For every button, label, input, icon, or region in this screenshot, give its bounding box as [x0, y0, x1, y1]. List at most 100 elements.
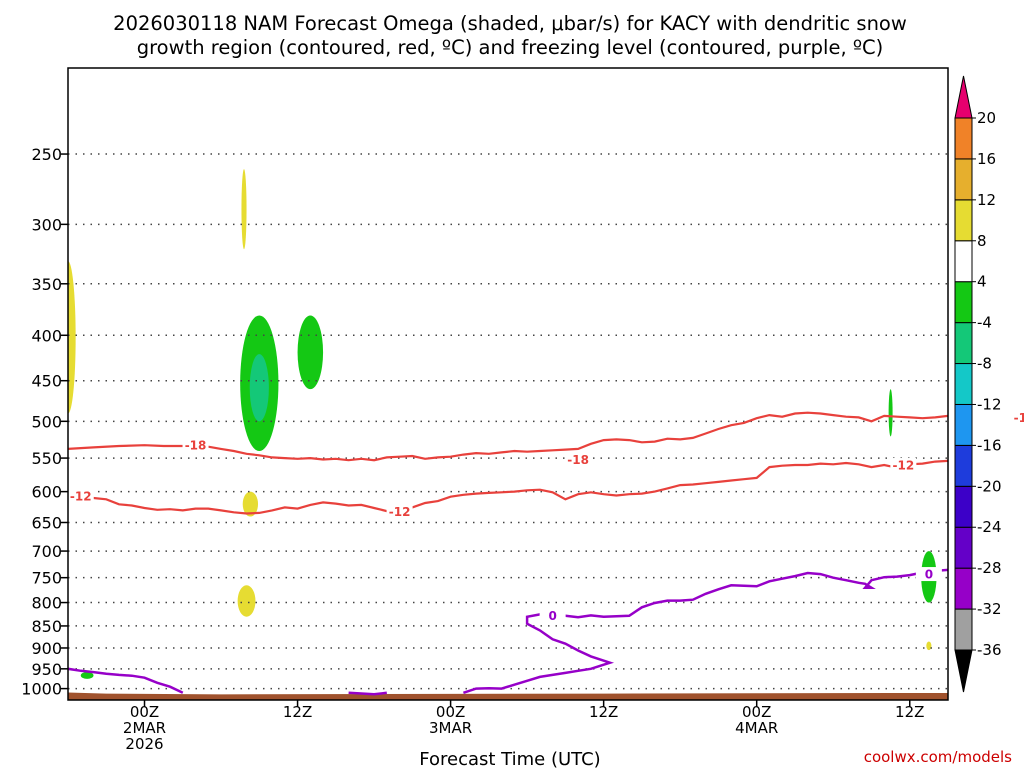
omega-region [241, 169, 247, 250]
y-tick-label: 650 [31, 513, 62, 532]
colorbar-swatch [954, 363, 973, 405]
y-tick-label: 450 [31, 372, 62, 391]
pressure-gridlines [68, 153, 948, 690]
colorbar-top-arrow [954, 75, 973, 119]
y-tick-label: 400 [31, 326, 62, 345]
x-tick-label: 2MAR [123, 719, 166, 737]
colorbar-swatch [954, 199, 973, 242]
colorbar-label: -12 [977, 395, 1002, 413]
x-tick-label: 12Z [895, 703, 924, 721]
x-tick-label: 3MAR [429, 719, 472, 737]
contour-label: -18 [1014, 411, 1024, 425]
y-tick-label: 600 [31, 483, 62, 502]
y-axis-ticks: 250 300 350 400 450 500 550 600 650 700 750 800 850 9… [21, 145, 68, 699]
colorbar-label: -16 [977, 436, 1002, 454]
colorbar-label: -8 [977, 355, 992, 373]
colorbar-label: 12 [977, 191, 996, 209]
colorbar-label: 4 [977, 273, 987, 291]
colorbar-swatch [954, 567, 973, 610]
contours [68, 411, 948, 696]
contour-label-bg [386, 504, 413, 519]
y-tick-label: 1000 [21, 680, 62, 699]
colorbar-swatch [954, 158, 973, 201]
y-tick-label: 900 [31, 639, 62, 658]
contour-label: -18 [567, 453, 589, 467]
chart-title-line2: growth region (contoured, red, ºC) and f… [137, 36, 884, 59]
contour-label: -12 [389, 505, 411, 519]
colorbar-swatch [954, 403, 973, 446]
y-tick-label: 850 [31, 617, 62, 636]
y-tick-label: 300 [31, 215, 62, 234]
colorbar-label: 20 [977, 109, 996, 127]
y-tick-label: 750 [31, 569, 62, 588]
y-tick-label: 250 [31, 145, 62, 164]
omega-region [68, 261, 76, 414]
contour-label-bg [890, 458, 917, 473]
contour-label: 0 [925, 568, 933, 582]
contour-label: 0 [548, 609, 556, 623]
y-tick-label: 700 [31, 542, 62, 561]
chart-title-line1: 2026030118 NAM Forecast Omega (shaded, μ… [113, 12, 907, 35]
x-tick-label: 12Z [283, 703, 312, 721]
contour-label: -12 [893, 459, 915, 473]
contour-minus12 [68, 459, 948, 515]
omega-region [888, 389, 893, 437]
contour-minus18 [68, 411, 948, 462]
x-axis-label: Forecast Time (UTC) [419, 749, 600, 768]
y-tick-label: 550 [31, 449, 62, 468]
omega-region [242, 491, 259, 517]
omega-region [297, 315, 324, 390]
colorbar-label: -4 [977, 314, 992, 332]
terrain-surface [68, 692, 948, 700]
y-tick-label: 800 [31, 594, 62, 613]
terrain [68, 692, 948, 700]
omega-shading [68, 169, 937, 679]
x-tick-label: 00Z [436, 703, 465, 721]
x-tick-label: 2026 [125, 735, 163, 753]
colorbar-bottom-arrow [954, 649, 973, 693]
colorbar-label: -32 [977, 600, 1002, 618]
omega-region [926, 641, 932, 651]
x-tick-label: 00Z [742, 703, 771, 721]
contour-labels: -18 -18 -18 -12 -12 -12 0 0 [67, 410, 1024, 623]
colorbar-swatch [954, 240, 973, 283]
colorbar-label: -24 [977, 518, 1002, 536]
colorbar-swatch [954, 322, 973, 365]
colorbar-label: -28 [977, 559, 1002, 577]
contour-label: -12 [70, 490, 92, 504]
colorbar-swatch [954, 117, 973, 160]
contour-label-bg [565, 452, 592, 467]
contour-label-bg [915, 567, 942, 582]
contour-label-bg [182, 438, 209, 453]
omega-region [80, 672, 94, 679]
x-tick-label: 00Z [130, 703, 159, 721]
omega-region [249, 354, 269, 422]
colorbar-swatch [954, 281, 973, 324]
contour-label-bg [539, 608, 566, 623]
colorbar-swatch [954, 526, 973, 569]
contour-freezing-level [348, 691, 387, 696]
colorbar-label: -20 [977, 477, 1002, 495]
colorbar-label: -36 [977, 641, 1002, 659]
contour-label-bg [67, 489, 94, 504]
colorbar-swatch [954, 444, 973, 487]
colorbar-swatch [954, 608, 973, 651]
contour-freezing-level [68, 667, 184, 694]
colorbar-swatch [954, 485, 973, 528]
colorbar-label: 8 [977, 232, 987, 250]
credit-text: coolwx.com/models [864, 748, 1012, 766]
contour-freezing-level [463, 568, 948, 694]
y-tick-label: 500 [31, 412, 62, 431]
omega-region [237, 585, 256, 617]
x-tick-label: 4MAR [735, 719, 778, 737]
colorbar: -36 -32 -28 -24 -20 -16 -12 -8 -4 4 8 12 16 20 [954, 75, 1002, 693]
contour-label-bg [1011, 410, 1024, 425]
y-tick-label: 350 [31, 275, 62, 294]
x-tick-label: 12Z [589, 703, 618, 721]
y-tick-label: 950 [31, 660, 62, 679]
plot-frame [67, 67, 949, 701]
colorbar-label: 16 [977, 150, 996, 168]
contour-label: -18 [185, 439, 207, 453]
